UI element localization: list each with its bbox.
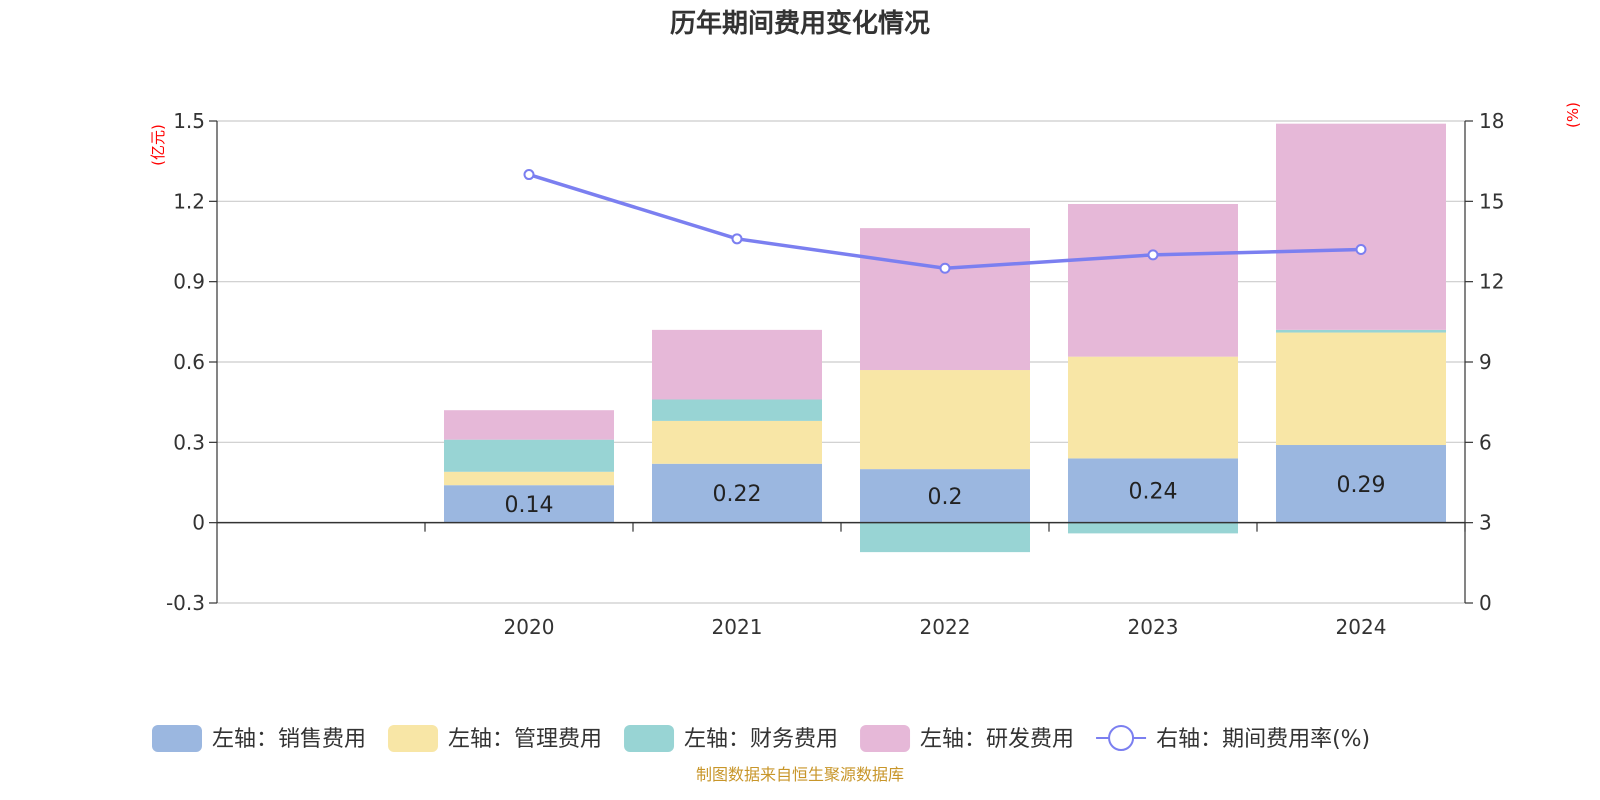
legend-label: 左轴：管理费用 bbox=[448, 727, 602, 752]
bar-segment bbox=[860, 469, 1030, 523]
left-tick-label: -0.3 bbox=[166, 591, 205, 615]
legend-label: 右轴：期间费用率(%) bbox=[1156, 727, 1370, 752]
bar-segment bbox=[444, 410, 614, 440]
right-tick-label: 18 bbox=[1479, 109, 1504, 133]
left-tick-label: 0 bbox=[192, 511, 205, 535]
right-tick-label: 3 bbox=[1479, 511, 1492, 535]
bar-segment bbox=[444, 471, 614, 486]
legend-label: 左轴：财务费用 bbox=[684, 727, 838, 752]
rate-point bbox=[939, 262, 951, 274]
bar-group bbox=[444, 123, 1446, 553]
bar-segment bbox=[652, 420, 822, 464]
bar-segment bbox=[1068, 458, 1238, 523]
right-tick-label: 6 bbox=[1479, 430, 1492, 454]
bar-segment bbox=[1276, 329, 1446, 333]
bar-segment bbox=[1068, 204, 1238, 357]
rate-point bbox=[1147, 249, 1159, 261]
right-tick-label: 12 bbox=[1479, 270, 1504, 294]
legend-label: 左轴：销售费用 bbox=[212, 727, 366, 752]
right-tick-label: 15 bbox=[1479, 189, 1504, 213]
rate-line-group bbox=[523, 169, 1367, 274]
right-tick-label: 0 bbox=[1479, 591, 1492, 615]
data-label: 0.2 bbox=[928, 485, 963, 510]
data-labels: 0.14 0.22 0.2 0.24 0.29 bbox=[505, 473, 1386, 518]
right-tick-label: 9 bbox=[1479, 350, 1492, 374]
legend-swatch bbox=[152, 725, 202, 752]
x-tick-label: 2023 bbox=[1128, 615, 1179, 639]
source-note: 制图数据来自恒生聚源数据库 bbox=[696, 765, 904, 784]
legend-label: 左轴：研发费用 bbox=[920, 727, 1074, 752]
bar-segment bbox=[444, 485, 614, 523]
rate-point bbox=[731, 233, 743, 245]
bar-segment bbox=[652, 329, 822, 400]
bar-segment bbox=[1276, 445, 1446, 523]
x-tick-label: 2020 bbox=[504, 615, 555, 639]
legend-swatch bbox=[388, 725, 439, 752]
legend: 左轴：销售费用 左轴：管理费用 左轴：财务费用 左轴：研发费用 右轴：期间费用率(%) bbox=[152, 725, 1370, 752]
data-label: 0.24 bbox=[1129, 480, 1178, 505]
bar-segment bbox=[1068, 522, 1238, 534]
legend-swatch bbox=[860, 725, 911, 752]
left-tick-label: 0.3 bbox=[173, 430, 205, 454]
bar-segment bbox=[1276, 123, 1446, 330]
bar-segment bbox=[860, 522, 1030, 553]
x-tick-label: 2022 bbox=[920, 615, 971, 639]
bar-segment bbox=[1068, 356, 1238, 459]
x-tick-label: 2021 bbox=[712, 615, 763, 639]
left-axis-unit: (亿元) bbox=[149, 124, 167, 166]
x-tick-label: 2024 bbox=[1336, 615, 1387, 639]
bar-segment bbox=[652, 399, 822, 421]
bar-segment bbox=[860, 228, 1030, 371]
rate-point bbox=[523, 169, 535, 181]
legend-swatch bbox=[624, 725, 675, 752]
bar-segment bbox=[1276, 332, 1446, 446]
data-label: 0.22 bbox=[713, 482, 762, 507]
bar-segment bbox=[652, 463, 822, 523]
bar-segment bbox=[860, 370, 1030, 470]
left-tick-label: 1.5 bbox=[173, 109, 205, 133]
axes: -0.3 0 0.3 0.6 0.9 1.2 1.5 0 3 6 9 12 15 18 2020 2021 20… bbox=[166, 109, 1504, 639]
right-axis-unit: (%) bbox=[1564, 102, 1582, 128]
data-label: 0.29 bbox=[1337, 473, 1386, 498]
rate-point bbox=[1355, 244, 1367, 256]
chart-title: 历年期间费用变化情况 bbox=[670, 8, 930, 39]
data-label: 0.14 bbox=[505, 493, 554, 518]
left-tick-label: 1.2 bbox=[173, 189, 205, 213]
left-tick-label: 0.6 bbox=[173, 350, 205, 374]
bar-segment bbox=[444, 439, 614, 472]
legend-marker bbox=[1108, 725, 1135, 751]
left-tick-label: 0.9 bbox=[173, 270, 205, 294]
